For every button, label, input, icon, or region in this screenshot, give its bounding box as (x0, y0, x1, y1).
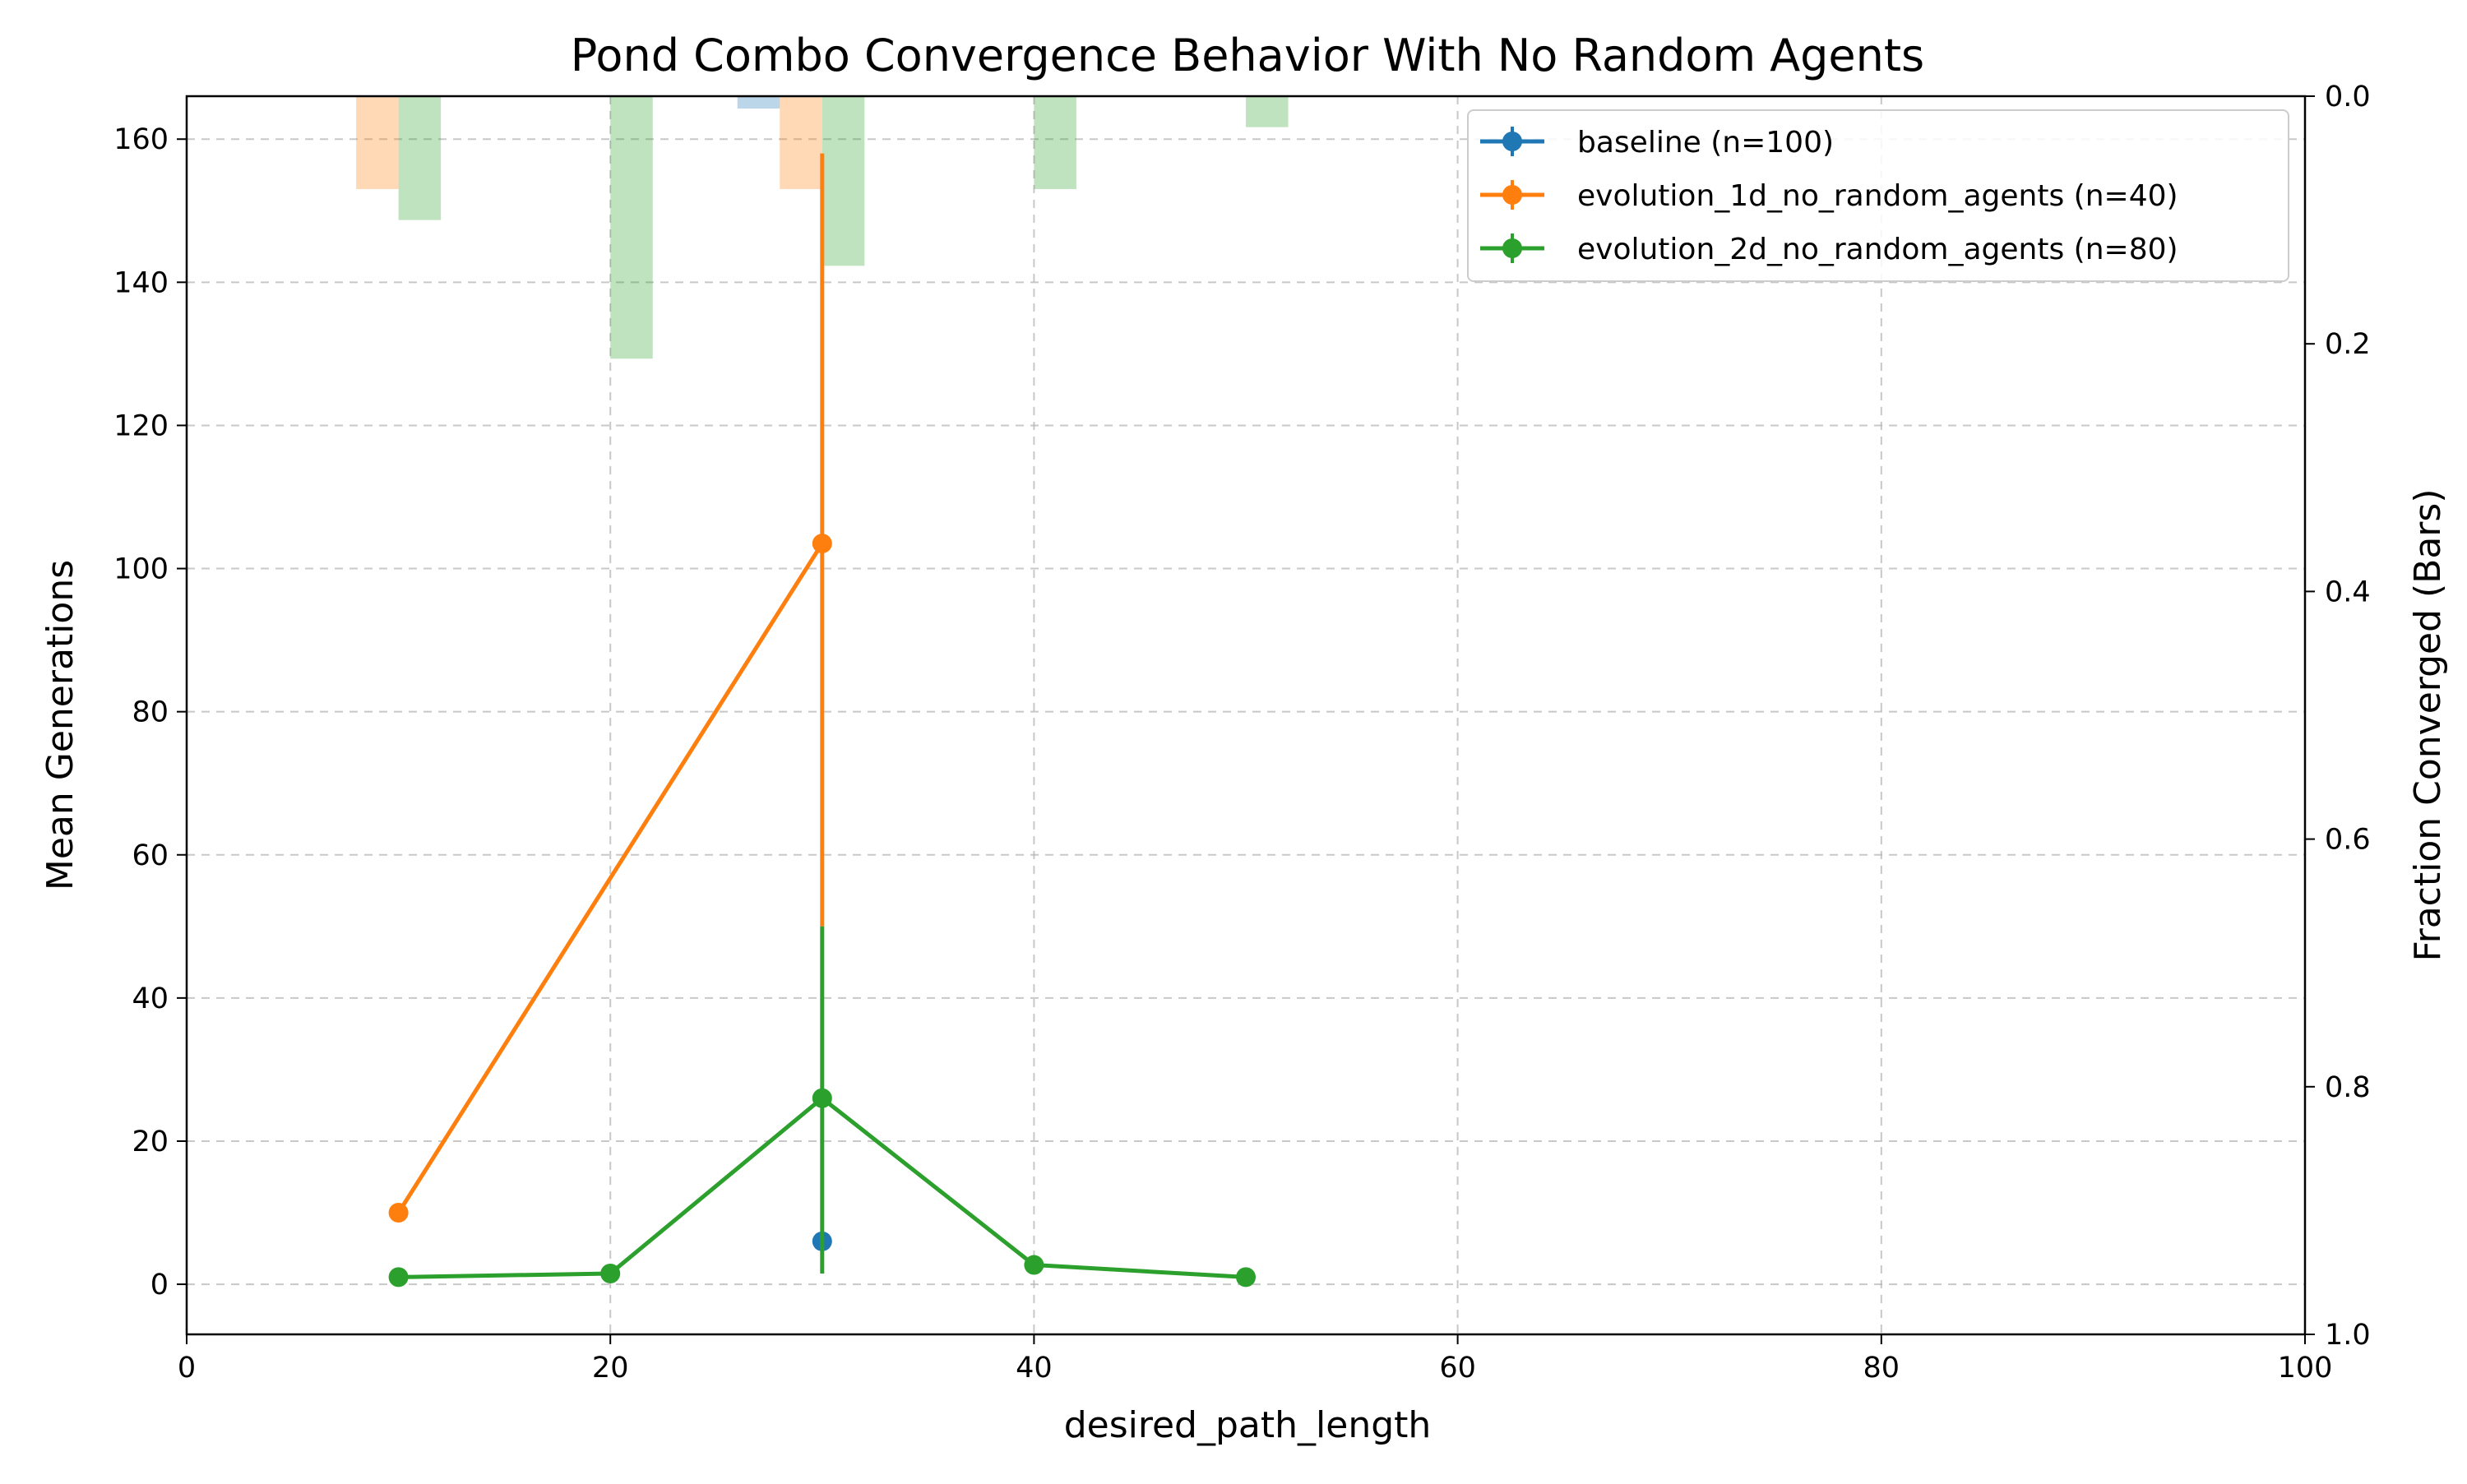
y-tick-label: 100 (113, 553, 169, 586)
fraction-bar (780, 96, 822, 189)
y-tick-label: 40 (132, 982, 169, 1015)
legend-label: evolution_2d_no_random_agents (n=80) (1577, 233, 2178, 266)
bars (356, 96, 1289, 359)
y2-axis-label: Fraction Converged (Bars) (2407, 489, 2449, 962)
y-tick-label: 160 (113, 123, 169, 156)
legend-label: baseline (n=100) (1577, 126, 1834, 159)
data-point (812, 1088, 832, 1108)
y2-tick-label: 0.0 (2325, 81, 2371, 113)
y-tick-label: 80 (132, 696, 169, 729)
fraction-bar (1034, 96, 1076, 189)
legend: baseline (n=100) evolution_1d_no_random_a… (1467, 109, 2289, 282)
x-tick-label: 40 (1016, 1352, 1053, 1385)
data-point (388, 1203, 409, 1223)
y-tick-label: 0 (150, 1269, 169, 1301)
y2-tick-label: 0.2 (2325, 328, 2371, 361)
fraction-bar (1246, 96, 1289, 127)
fraction-bar (356, 96, 399, 189)
x-axis-label: desired_path_length (1064, 1404, 1432, 1446)
data-point (1024, 1255, 1044, 1275)
legend-marker (1502, 185, 1522, 205)
y-tick-label: 140 (113, 266, 169, 299)
data-point (1236, 1267, 1256, 1288)
axes: 0 20 40 60 80 100 0 20 40 60 80 100 120 140 160 0.0 0.2 0… (113, 81, 2370, 1385)
y2-tick-label: 0.4 (2325, 576, 2371, 608)
y-tick-label: 60 (132, 839, 169, 872)
data-point (600, 1264, 621, 1284)
x-tick-label: 0 (178, 1352, 196, 1385)
x-tick-label: 80 (1863, 1352, 1900, 1385)
y-tick-label: 20 (132, 1126, 169, 1158)
plot-frame (185, 95, 2307, 1336)
series-lines (388, 153, 1256, 1288)
y2-tick-label: 1.0 (2325, 1319, 2371, 1352)
x-tick-label: 60 (1439, 1352, 1476, 1385)
legend-box (1467, 109, 2289, 282)
x-tick-label: 100 (2278, 1352, 2333, 1385)
y-tick-label: 120 (113, 409, 169, 442)
x-tick-label: 20 (592, 1352, 629, 1385)
legend-marker (1502, 238, 1522, 258)
fraction-bar (737, 96, 780, 109)
series-line (396, 542, 824, 1214)
data-point (812, 534, 832, 554)
y-axis-label: Mean Generations (39, 560, 81, 890)
data-point (388, 1267, 409, 1288)
fraction-bar (610, 96, 653, 359)
chart-title: Pond Combo Convergence Behavior With No … (571, 30, 1924, 81)
fraction-bar (822, 96, 865, 266)
y2-tick-label: 0.8 (2325, 1071, 2371, 1104)
legend-marker (1502, 132, 1522, 151)
legend-label: evolution_1d_no_random_agents (n=40) (1577, 179, 2178, 213)
y2-tick-label: 0.6 (2325, 824, 2371, 857)
fraction-bar (398, 96, 442, 220)
